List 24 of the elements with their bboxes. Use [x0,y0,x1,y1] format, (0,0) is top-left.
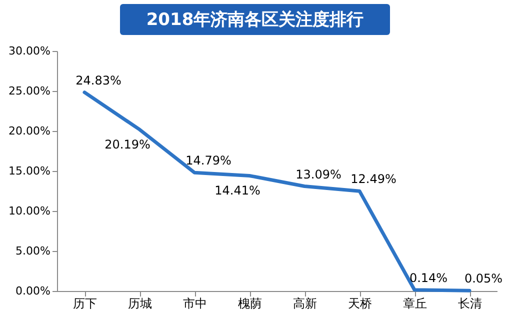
chart-title: 2018年济南各区关注度排行 [120,4,390,35]
y-tick-label: 5.00% [16,244,50,258]
data-label: 13.09% [296,167,342,182]
x-tick-label: 长清 [458,296,482,310]
data-label: 0.14% [409,270,448,285]
x-tick-label: 槐荫 [238,296,262,310]
x-tick-label: 天桥 [348,296,372,310]
x-tick-label: 市中 [183,296,207,310]
y-tick-label: 10.00% [8,204,50,218]
data-label: 20.19% [104,137,150,152]
y-tick-label: 30.00% [8,44,50,58]
data-label: 24.83% [76,73,122,88]
x-tick-label: 历城 [128,296,152,310]
y-tick-label: 15.00% [8,164,50,178]
data-label: 0.05% [464,272,503,286]
y-tick-label: 0.00% [16,284,50,298]
x-tick-label: 高新 [293,296,317,310]
data-label: 14.41% [214,184,260,198]
y-tick-label: 20.00% [8,124,50,138]
data-label: 14.79% [186,154,232,168]
data-label: 12.49% [350,172,396,186]
y-tick-label: 25.00% [8,84,50,98]
x-tick-label: 章丘 [403,296,427,310]
x-tick-label: 历下 [73,296,97,310]
